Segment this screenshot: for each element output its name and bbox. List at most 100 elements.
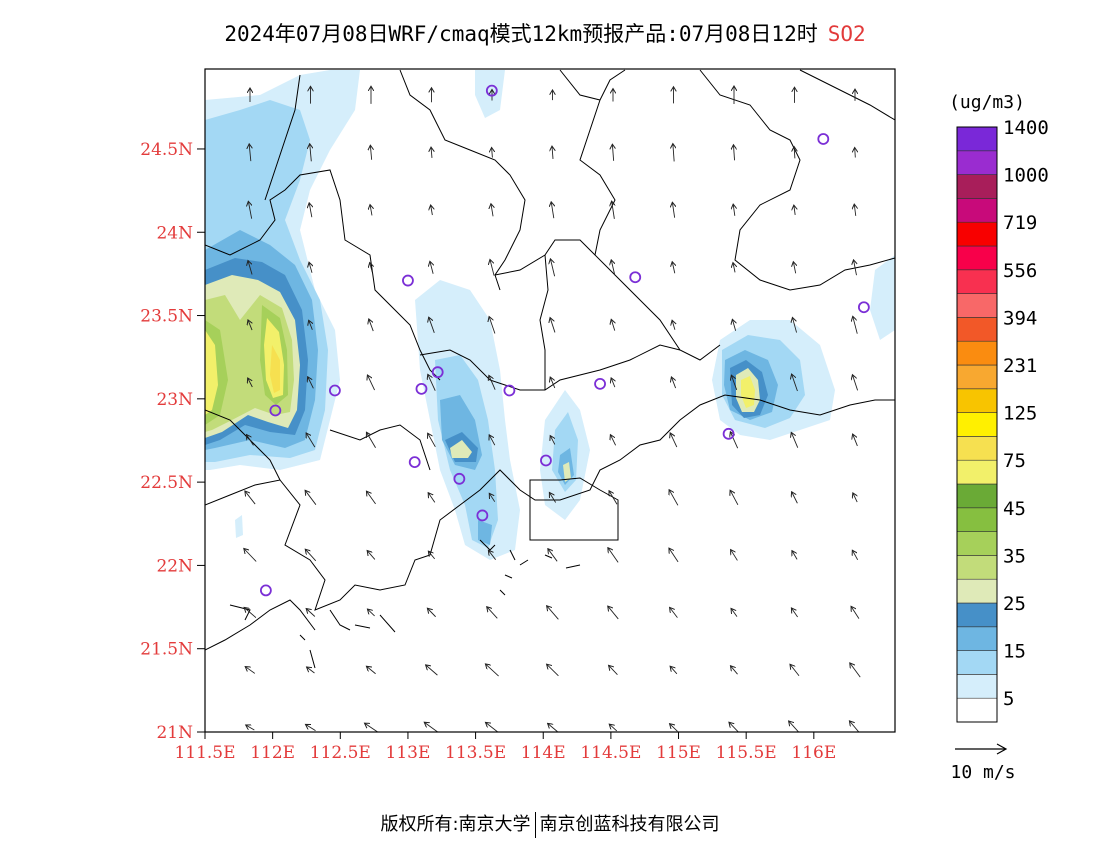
- legend-swatch: [956, 174, 998, 199]
- wind-arrow: [489, 435, 496, 446]
- lon-tick-label: 113E: [386, 743, 431, 763]
- legend-swatch: [956, 531, 998, 556]
- wind-arrow: [550, 377, 556, 389]
- wind-arrow: [670, 433, 678, 448]
- plume-small-1: [235, 515, 243, 538]
- wind-arrow: [608, 548, 619, 563]
- wind-arrow: [609, 491, 618, 505]
- plume-east-core: [741, 376, 755, 408]
- wind-arrow: [731, 550, 738, 561]
- legend-label: 75: [1003, 450, 1026, 472]
- wind-arrow: [307, 667, 315, 674]
- wind-arrow: [792, 317, 797, 333]
- legend-swatch: [956, 198, 998, 223]
- lon-tick-label: 113.5E: [445, 743, 506, 763]
- legend-label: 5: [1003, 688, 1014, 710]
- lat-tick-label: 24N: [156, 223, 193, 243]
- wind-arrow: [792, 551, 798, 560]
- lat-tick-label: 22N: [156, 556, 193, 576]
- legend-label: 125: [1003, 403, 1037, 425]
- legend-label: 15: [1003, 641, 1026, 663]
- wind-arrow: [367, 375, 375, 391]
- footer-separator: [534, 812, 536, 838]
- wind-arrow: [551, 202, 554, 219]
- wind-arrow: [309, 262, 312, 273]
- wind-arrow: [731, 608, 738, 617]
- wind-arrow: [492, 147, 493, 158]
- wind-arrow: [366, 491, 376, 505]
- copyright-footer: 版权所有:南京大学 南京创蓝科技有限公司: [0, 810, 1100, 838]
- lat-tick-label: 22.5N: [140, 473, 193, 493]
- legend-label: 556: [1003, 260, 1037, 282]
- pollutant-label: SO2: [827, 22, 866, 46]
- wind-arrow: [429, 317, 435, 333]
- wind-arrow: [854, 260, 857, 276]
- wind-arrow: [489, 493, 496, 502]
- wind-arrow: [249, 144, 251, 162]
- wind-arrow: [309, 320, 313, 330]
- wind-arrow: [428, 551, 436, 560]
- wind-arrow: [490, 259, 495, 276]
- wind-arrow: [733, 204, 735, 216]
- wind-arrow: [244, 607, 257, 618]
- wind-arrow: [853, 493, 857, 503]
- wind-arrow: [245, 667, 256, 674]
- wind-arrow: [370, 145, 371, 160]
- station-marker: [722, 427, 735, 440]
- legend-swatch: [956, 436, 998, 461]
- wind-arrow: [431, 147, 432, 159]
- color-legend: 5 15 25 35 45 75 125 231 394 556 719 1000 1400: [956, 117, 1049, 723]
- wind-arrow: [305, 490, 317, 505]
- wind-arrow: [670, 607, 678, 618]
- legend-label: 35: [1003, 545, 1026, 567]
- wind-arrow: [246, 725, 255, 731]
- latitude-axis: 24.5N 24N 23.5N 23N 22.5N 22N 21.5N 21N: [140, 140, 205, 743]
- wind-arrow: [729, 722, 739, 732]
- wind-arrow: [671, 377, 677, 389]
- coastline: [205, 394, 895, 611]
- wind-arrow: [424, 722, 439, 732]
- wind-arrow: [485, 722, 499, 732]
- station-marker: [328, 384, 341, 397]
- wind-arrow: [428, 374, 436, 391]
- wind-arrow: [309, 203, 312, 218]
- legend-swatch: [956, 150, 998, 175]
- legend-swatch: [956, 388, 998, 413]
- legend-swatch: [956, 674, 998, 699]
- wind-arrow: [794, 147, 795, 159]
- wind-arrow: [491, 204, 493, 217]
- lon-tick-label: 116E: [791, 743, 836, 763]
- station-marker: [540, 454, 552, 467]
- wind-arrow: [611, 378, 615, 388]
- prov-boundary-2: [264, 74, 301, 201]
- legend-unit: (ug/m3): [949, 92, 1025, 113]
- legend-label: 719: [1003, 212, 1037, 234]
- wind-arrow: [791, 608, 798, 618]
- legend-label: 394: [1003, 307, 1037, 329]
- station-marker: [453, 472, 466, 485]
- prov-boundary-1: [205, 169, 441, 381]
- plume-prd-25: [440, 395, 492, 545]
- wind-arrow: [306, 609, 316, 617]
- coast-west: [205, 599, 316, 651]
- footer-right: 南京创蓝科技有限公司: [539, 814, 720, 835]
- legend-swatch: [956, 221, 998, 247]
- wind-arrow: [548, 549, 558, 562]
- prov-boundary-4: [559, 69, 721, 361]
- wind-arrow: [365, 723, 378, 732]
- legend-label: 25: [1003, 593, 1026, 615]
- wind-arrow: [367, 609, 375, 617]
- legend-swatch: [956, 126, 998, 152]
- lat-tick-label: 24.5N: [140, 140, 193, 160]
- legend-swatch: [956, 650, 998, 675]
- wind-arrow: [853, 434, 858, 447]
- station-marker: [415, 382, 428, 395]
- station-marker: [629, 271, 642, 284]
- wind-arrow: [308, 377, 314, 389]
- wind-arrow: [609, 724, 618, 732]
- wind-arrow: [730, 490, 739, 506]
- station-marker: [402, 274, 414, 287]
- map-title: 2024年07月08日WRF/cmaq模式12km预报产品:07月08日12时 S…: [0, 18, 1090, 48]
- wind-arrow: [248, 261, 253, 275]
- wind-arrow: [367, 551, 376, 560]
